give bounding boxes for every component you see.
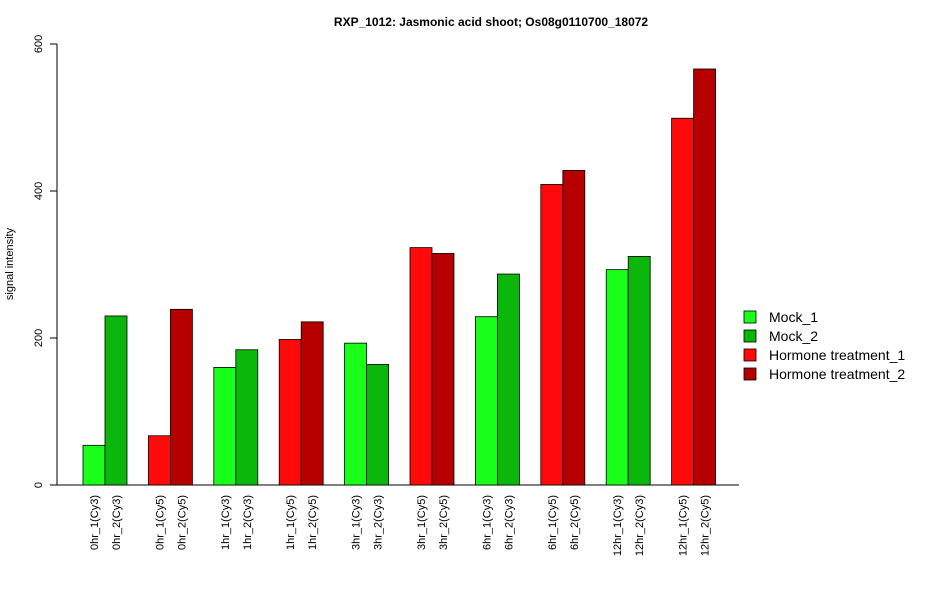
x-tick-label: 3hr_1(Cy5) — [416, 495, 428, 550]
bar — [169, 308, 193, 486]
y-tick-label: 400 — [33, 182, 45, 200]
bar — [300, 321, 324, 486]
legend-swatch — [743, 329, 757, 343]
bar — [104, 315, 128, 486]
bars — [82, 68, 716, 486]
bar — [235, 349, 259, 486]
x-tick-label: 12hr_2(Cy5) — [700, 495, 712, 556]
legend: Mock_1 Mock_2 Hormone treatment_1 Hormone t… — [743, 309, 905, 382]
x-tick-label: 0hr_2(Cy3) — [111, 495, 123, 550]
legend-label: Hormone treatment_2 — [769, 366, 905, 382]
x-tick-label: 6hr_1(Cy5) — [547, 495, 559, 550]
x-tick-label: 1hr_1(Cy3) — [220, 495, 232, 550]
bar — [693, 68, 716, 486]
x-tick-labels: 0hr_1(Cy3) 0hr_2(Cy3) 0hr_1(Cy5) 0hr_2(Cy5)… — [89, 495, 712, 556]
chart-title: RXP_1012: Jasmonic acid shoot; Os08g0110… — [334, 15, 649, 29]
bar — [540, 183, 564, 486]
legend-swatch — [743, 367, 757, 381]
y-tick-label: 200 — [33, 329, 45, 347]
bar — [278, 339, 302, 486]
x-tick-label: 6hr_2(Cy5) — [569, 495, 581, 550]
x-tick-label: 0hr_1(Cy3) — [89, 495, 101, 550]
bar — [409, 247, 433, 486]
x-tick-label: 3hr_2(Cy5) — [438, 495, 450, 550]
bar — [627, 256, 651, 486]
legend-label: Mock_2 — [769, 328, 818, 344]
bar — [431, 253, 455, 486]
legend-swatch — [743, 348, 757, 362]
x-tick-label: 1hr_2(Cy5) — [307, 495, 319, 550]
bar — [562, 170, 586, 486]
y-tick-label: 600 — [33, 35, 45, 53]
legend-label: Mock_1 — [769, 309, 818, 325]
bar — [605, 269, 629, 486]
y-tick-label: 0 — [33, 482, 45, 488]
bar — [366, 364, 390, 486]
bar — [213, 366, 237, 486]
bar — [474, 316, 498, 486]
legend-swatch — [743, 310, 757, 324]
x-tick-label: 1hr_1(Cy5) — [285, 495, 297, 550]
x-tick-label: 6hr_2(Cy3) — [503, 495, 515, 550]
x-tick-label: 3hr_1(Cy3) — [351, 495, 363, 550]
y-axis-label: signal intensity — [4, 227, 16, 300]
y-ticks: 0 200 400 600 — [33, 35, 57, 488]
bar — [147, 435, 171, 486]
bar — [82, 444, 106, 486]
x-tick-label: 6hr_1(Cy3) — [481, 495, 493, 550]
bar — [671, 117, 694, 486]
x-tick-label: 0hr_1(Cy5) — [154, 495, 166, 550]
legend-label: Hormone treatment_1 — [769, 347, 905, 363]
bar — [344, 342, 368, 486]
x-tick-label: 1hr_2(Cy3) — [242, 495, 254, 550]
x-tick-label: 0hr_2(Cy5) — [176, 495, 188, 550]
x-tick-label: 12hr_1(Cy5) — [678, 495, 690, 556]
bar — [496, 273, 520, 486]
x-tick-label: 12hr_2(Cy3) — [634, 495, 646, 556]
x-tick-label: 12hr_1(Cy3) — [612, 495, 624, 556]
x-tick-label: 3hr_2(Cy3) — [373, 495, 385, 550]
